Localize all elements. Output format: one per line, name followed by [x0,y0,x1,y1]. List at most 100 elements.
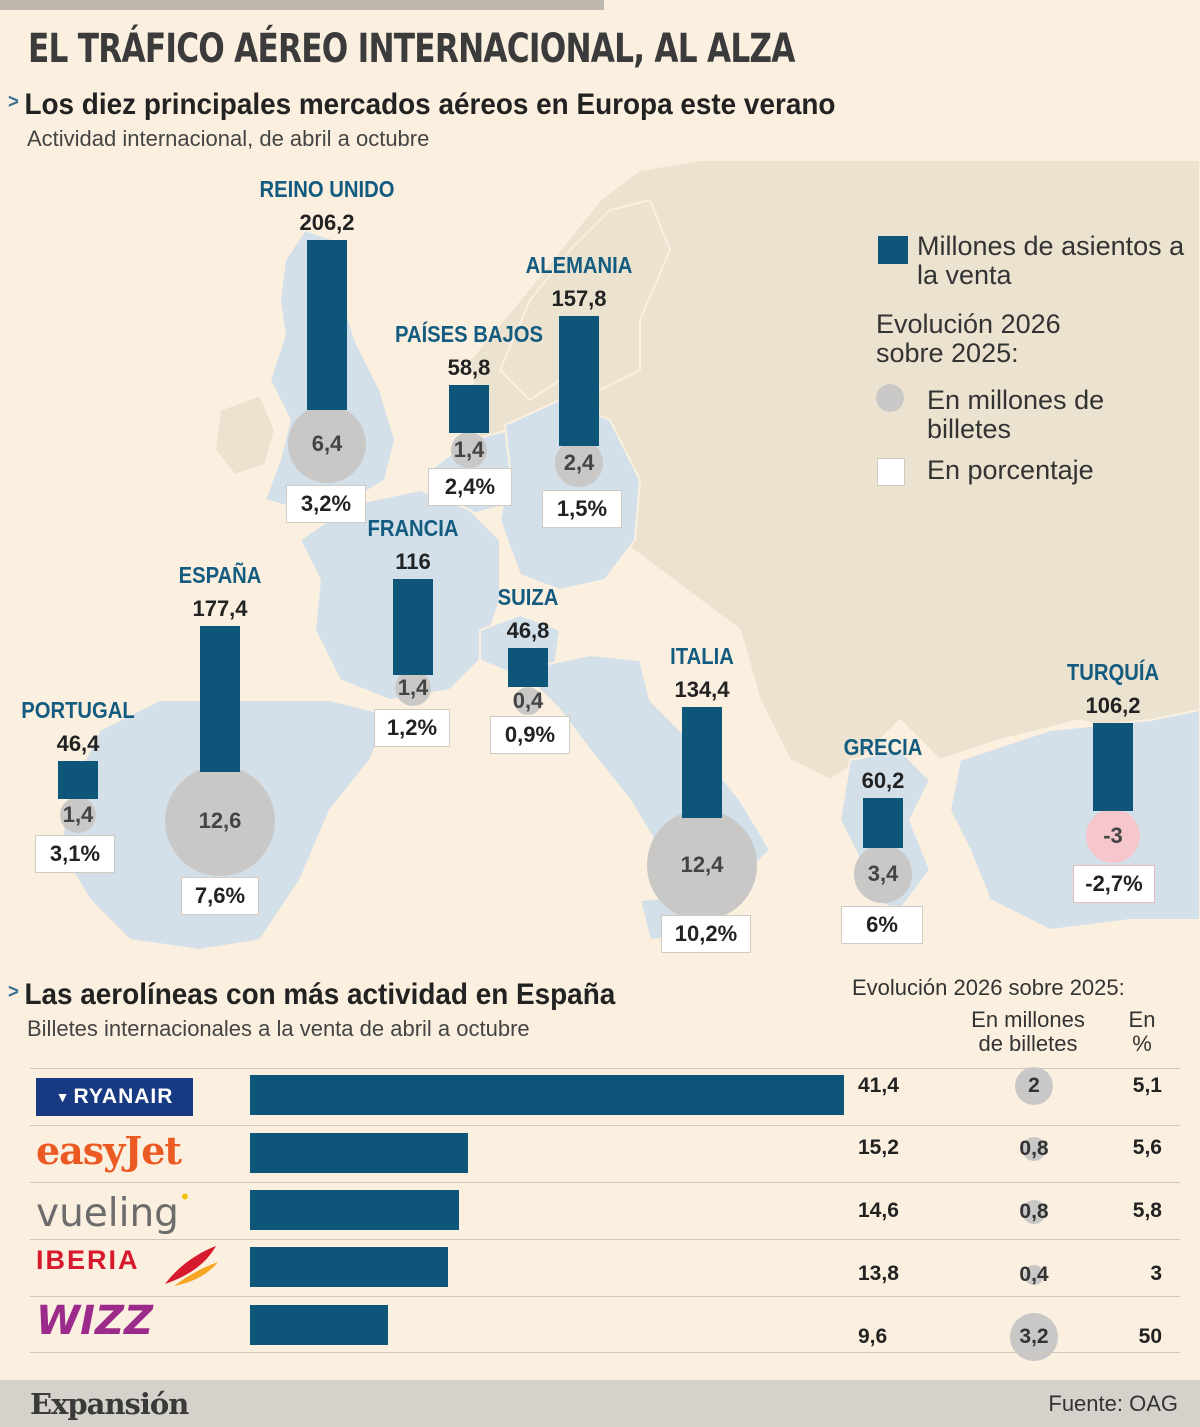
wizz-logo: WIZZ [36,1298,154,1344]
airline-bar-wizz [250,1305,388,1345]
percent-box-paises-bajos: 2,4% [428,468,512,506]
evolution-circle-alemania [554,438,603,487]
seats-bar-italia [682,707,722,818]
seats-value-italia: 134,4 [674,677,730,703]
main-title: EL TRÁFICO AÉREO INTERNACIONAL, AL ALZA [28,26,795,72]
chevron-right-icon: > [8,91,19,113]
percent-box-grecia: 6% [841,906,923,944]
airline-circle-iberia [1024,1265,1044,1285]
airline-value-easyjet: 15,2 [858,1136,899,1159]
country-label-italia: ITALIA [670,643,734,670]
iberia-wing-icon [165,1246,218,1286]
seats-value-suiza: 46,8 [506,618,550,644]
millions-value-grecia: 3,4 [867,861,899,886]
section-subtitle-markets: Actividad internacional, de abril a octu… [27,126,430,151]
ryanair-logo: ▼ RYANAIR [36,1078,193,1116]
millions-value-reino-unido: 6,4 [311,431,343,456]
country-label-espana: ESPAÑA [178,561,262,588]
seats-value-espana: 177,4 [192,595,248,621]
seats-bar-portugal [58,760,98,799]
seats-bar-paises-bajos [449,384,489,433]
millions-value-espana: 12,6 [198,808,242,833]
percent-box-reino-unido: 3,2% [286,485,366,523]
airline-millions-easyjet: 0,8 [1019,1137,1049,1160]
legend-percent-swatch [877,458,905,486]
country-label-francia: FRANCIA [367,515,459,542]
evolution-circle-espana [165,766,275,876]
iberia-logo: IBERIA [36,1245,140,1275]
seats-bar-francia [393,579,433,675]
percent-box-portugal: 3,1% [35,835,115,873]
evolution-circle-francia [394,669,432,707]
airline-millions-ryanair: 2 [1028,1074,1040,1097]
airline-percent-ryanair: 5,1 [1132,1074,1162,1097]
millions-value-alemania: 2,4 [563,450,595,475]
airline-circle-ryanair [1015,1067,1053,1105]
seats-value-paises-bajos: 58,8 [447,354,491,380]
airline-millions-iberia: 0,4 [1019,1263,1049,1286]
airline-percent-wizz: 50 [1138,1325,1162,1348]
seats-bar-reino-unido [307,240,347,410]
section-title-markets: > Los diez principales mercados aéreos en… [8,88,836,121]
easyjet-logo: easyJet [36,1128,182,1173]
legend-millions-label: En millones de billetes [927,385,1105,444]
millions-value-suiza: 0,4 [512,688,544,713]
percent-box-suiza: 0,9% [490,716,570,754]
airline-bar-iberia [250,1247,448,1287]
chevron-right-icon: > [8,981,19,1003]
airline-percent-vueling: 5,8 [1132,1199,1162,1222]
row-divider [30,1296,1180,1297]
vueling-dot-icon: • [178,1185,191,1209]
seats-value-portugal: 46,4 [56,730,100,756]
millions-value-italia: 12,4 [680,852,724,877]
ryanair-harp-icon: ▼ [55,1089,71,1105]
section-title-airlines: > Las aerolíneas con más actividad en Esp… [8,978,616,1011]
airline-millions-vueling: 0,8 [1019,1200,1049,1223]
airline-circle-easyjet [1022,1137,1046,1161]
seats-value-francia: 116 [395,549,431,575]
source-text: Fuente: OAG [1048,1391,1178,1416]
airline-circle-vueling [1022,1200,1046,1224]
evolution-circle-suiza [514,687,542,715]
seats-value-alemania: 157,8 [551,285,607,311]
row-divider [30,1239,1180,1240]
top-accent-bar [0,0,604,10]
percent-box-turquia: -2,7% [1073,865,1155,903]
legend-seats-label: Millones de asientos a la venta [917,231,1185,290]
airline-millions-wizz: 3,2 [1019,1325,1049,1348]
country-label-paises-bajos: PAÍSES BAJOS [394,320,544,347]
seats-value-reino-unido: 206,2 [299,210,355,235]
airline-bar-vueling [250,1190,460,1230]
vueling-logo: vueling• [36,1185,191,1236]
country-label-grecia: GRECIA [843,734,923,761]
evolution-header: Evolución 2026 sobre 2025: [852,975,1125,1000]
evolution-circle-turquia [1086,809,1140,863]
seats-value-grecia: 60,2 [861,768,905,794]
percent-box-francia: 1,2% [374,709,450,747]
millions-value-paises-bajos: 1,4 [453,437,485,462]
evolution-circle-reino-unido [287,404,367,484]
footer-bar [0,1380,1200,1427]
percent-box-alemania: 1,5% [542,490,622,528]
map-land-scandinavia [498,198,672,402]
millions-value-francia: 1,4 [397,675,429,700]
seats-bar-alemania [559,315,599,446]
country-label-suiza: SUIZA [497,584,559,611]
airline-value-iberia: 13,8 [858,1262,899,1285]
seats-bar-suiza [508,648,548,687]
airline-circle-wizz [1010,1313,1058,1361]
row-divider [30,1182,1180,1183]
seats-bar-grecia [863,798,903,848]
percent-box-italia: 10,2% [661,915,751,953]
legend-seats-swatch [878,236,908,264]
seats-bar-espana [200,625,240,772]
row-divider [30,1125,1180,1126]
evolution-circle-paises-bajos [450,431,488,469]
country-label-reino-unido: REINO UNIDO [259,176,395,202]
col-header-percent: En % [1128,1007,1156,1056]
percent-box-espana: 7,6% [181,877,259,915]
evolution-circle-portugal [59,796,97,834]
airline-value-wizz: 9,6 [858,1325,888,1348]
airline-value-ryanair: 41,4 [858,1074,899,1097]
country-label-alemania: ALEMANIA [525,251,633,278]
